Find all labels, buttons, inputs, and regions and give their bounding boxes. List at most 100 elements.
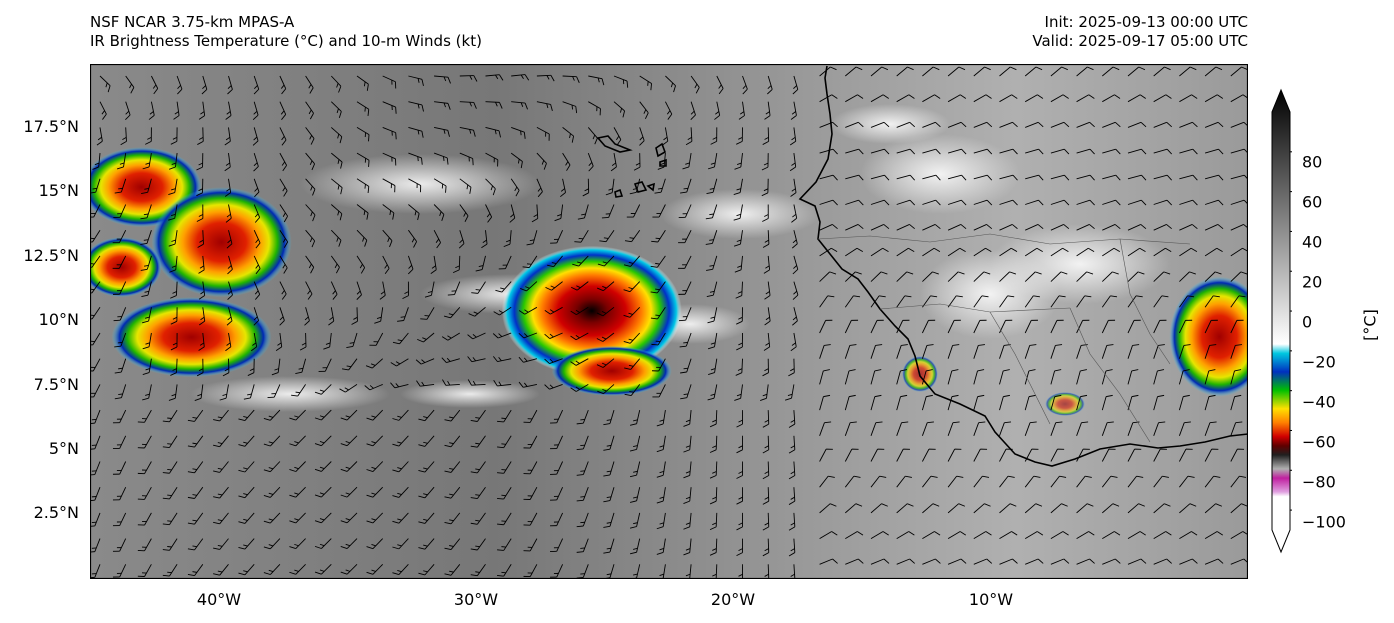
wind-barb xyxy=(736,332,743,351)
wind-barb xyxy=(1127,94,1146,103)
wind-barb xyxy=(1101,475,1118,488)
wind-barb xyxy=(1204,558,1224,565)
wind-barb xyxy=(576,487,589,502)
wind-barb xyxy=(973,503,991,514)
wind-barb xyxy=(576,538,589,553)
wind-barb xyxy=(112,461,127,475)
wind-barb xyxy=(656,512,666,530)
wind-barb xyxy=(314,563,332,575)
wind-barb xyxy=(434,126,450,137)
wind-barb xyxy=(1127,503,1145,514)
wind-barb xyxy=(112,255,127,269)
wind-barb xyxy=(1153,148,1173,155)
wind-barb xyxy=(596,306,615,317)
wind-barb xyxy=(1204,421,1217,436)
wind-barb xyxy=(734,153,743,170)
wind-barb xyxy=(603,461,615,477)
wind-barb xyxy=(523,461,538,475)
wind-barb xyxy=(485,204,493,223)
wind-barb xyxy=(734,255,743,273)
wind-barb xyxy=(678,229,692,244)
colorbar-tick-label: −60 xyxy=(1302,432,1336,452)
model-name: NSF NCAR 3.75-km MPAS-A xyxy=(90,13,295,31)
wind-barb xyxy=(738,101,745,120)
wind-barb xyxy=(736,410,743,428)
wind-barb xyxy=(90,538,101,553)
wind-barb xyxy=(1179,448,1193,462)
wind-barb xyxy=(1178,421,1191,436)
wind-barb xyxy=(392,563,409,576)
wind-barb xyxy=(788,538,796,557)
wind-barb xyxy=(1204,148,1224,155)
wind-barb xyxy=(1025,148,1044,155)
wind-barb xyxy=(213,486,229,499)
wind-barb xyxy=(623,255,641,267)
wind-barb xyxy=(570,358,589,366)
wind-barb xyxy=(947,224,967,231)
wind-barb xyxy=(651,229,666,243)
wind-barb xyxy=(1204,121,1224,128)
wind-barb xyxy=(896,247,915,257)
wind-barb xyxy=(213,564,229,576)
wind-barb xyxy=(1179,66,1197,77)
wind-barb xyxy=(707,384,718,401)
wind-barb xyxy=(656,410,666,427)
wind-barb xyxy=(596,281,615,292)
wind-barb xyxy=(624,358,641,370)
wind-barb xyxy=(1127,558,1147,565)
wind-barb xyxy=(305,281,313,300)
wind-barb xyxy=(1178,319,1193,334)
wind-barb xyxy=(1076,94,1095,103)
wind-barb xyxy=(896,421,909,436)
wind-barb xyxy=(369,332,384,346)
wind-barb xyxy=(443,307,461,319)
wind-barb xyxy=(1153,66,1171,77)
wind-barb xyxy=(570,306,589,316)
wind-barb xyxy=(392,435,409,447)
wind-barb xyxy=(650,281,666,294)
wind-barb xyxy=(845,121,864,128)
wind-barb xyxy=(1076,199,1095,206)
wind-barb xyxy=(601,204,615,219)
wind-barb xyxy=(683,410,692,427)
wind-barb xyxy=(690,101,696,121)
wind-barb xyxy=(1076,224,1095,231)
wind-barb xyxy=(176,75,183,95)
wind-barb xyxy=(870,148,890,155)
wind-barb xyxy=(328,307,335,326)
wind-barb xyxy=(709,435,718,453)
wind-barb xyxy=(762,538,770,557)
wind-barb xyxy=(760,384,769,401)
wind-barb xyxy=(896,271,914,282)
wind-barb xyxy=(1179,475,1195,488)
wind-barb xyxy=(762,435,770,454)
colorbar-tick-label: 60 xyxy=(1302,192,1323,212)
wind-barb xyxy=(680,384,692,400)
wind-barb xyxy=(1101,344,1114,359)
wind-barb xyxy=(790,332,797,352)
wind-barb xyxy=(650,307,666,320)
wind-barb xyxy=(96,127,103,146)
wind-barb xyxy=(690,75,700,94)
wind-barb xyxy=(263,538,281,550)
wind-barb xyxy=(198,332,205,351)
wind-barb xyxy=(168,230,178,247)
wind-barb xyxy=(870,531,889,539)
wind-barb xyxy=(1230,295,1246,308)
wind-barb xyxy=(819,531,838,539)
cirrus-patch xyxy=(660,189,820,239)
wind-barb xyxy=(468,306,486,317)
wind-barb xyxy=(639,127,645,146)
wind-barb xyxy=(227,281,233,300)
wind-barb xyxy=(792,281,799,300)
wind-barb xyxy=(1076,558,1095,565)
wind-barb xyxy=(536,127,550,141)
wind-barb xyxy=(1050,174,1070,181)
wind-barb xyxy=(1230,475,1247,488)
wind-barb xyxy=(870,558,890,565)
wind-barb xyxy=(168,384,178,401)
wind-barb xyxy=(114,332,127,348)
wind-barb xyxy=(356,75,369,91)
wind-barb xyxy=(922,66,940,77)
wind-barb xyxy=(922,531,941,539)
